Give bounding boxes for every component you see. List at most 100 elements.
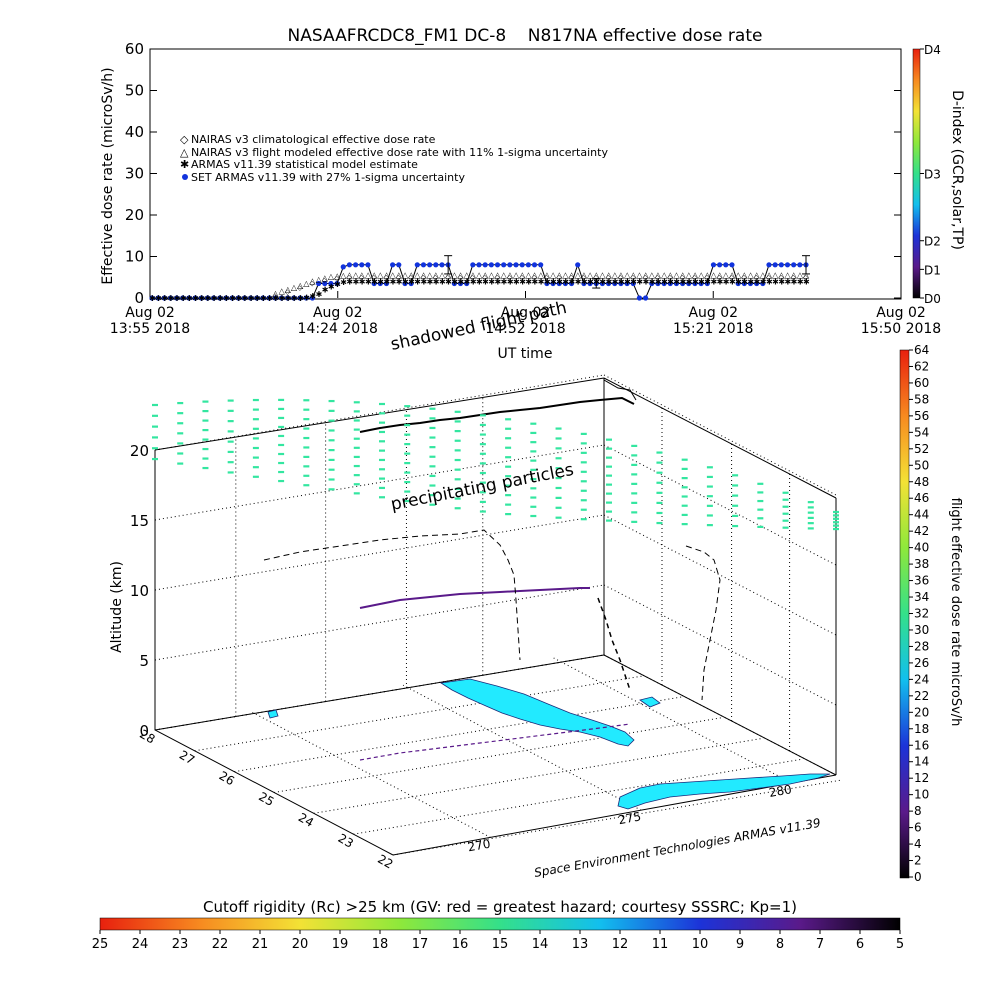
data-point-nairas-climatological: ◇ xyxy=(544,273,550,281)
data-point-nairas-flight: △ xyxy=(778,270,785,279)
x-tick-label-time: 13:55 2018 xyxy=(110,321,190,337)
altitude-tick-label: 10 xyxy=(130,582,149,600)
data-point-set-armas xyxy=(198,295,204,301)
data-point-armas-model: ✱ xyxy=(420,277,427,286)
data-point-armas-model: ✱ xyxy=(390,277,397,286)
data-point-set-armas xyxy=(457,280,464,287)
cutoff-tick-label: 20 xyxy=(292,937,309,952)
data-point-set-armas xyxy=(735,280,741,287)
data-point-nairas-flight: △ xyxy=(575,270,582,279)
data-point-nairas-flight: △ xyxy=(439,270,446,279)
data-point-armas-model: ✱ xyxy=(717,277,724,286)
data-point-armas-model: ✱ xyxy=(334,280,341,289)
data-point-nairas-climatological: ◇ xyxy=(495,273,501,281)
data-point-armas-model: ✱ xyxy=(612,277,619,286)
data-point-set-armas xyxy=(636,295,643,301)
data-point-set-armas xyxy=(377,280,383,287)
legend: ◇ NAIRAS v3 climatological effective dos… xyxy=(180,133,608,184)
longitude-tick-label: 270 xyxy=(467,837,492,855)
data-point-set-armas xyxy=(778,262,784,268)
data-point-nairas-flight: △ xyxy=(316,275,323,284)
data-point-set-armas xyxy=(747,280,754,287)
data-point-nairas-climatological: ◇ xyxy=(667,273,673,281)
right-descent-track xyxy=(685,545,721,701)
y-tick-label: 10 xyxy=(125,248,144,266)
grid-floor-lat xyxy=(313,737,763,814)
data-point-armas-model: ✱ xyxy=(433,277,440,286)
data-point-nairas-flight: △ xyxy=(377,270,384,279)
data-point-set-armas xyxy=(673,280,680,287)
data-point-set-armas xyxy=(519,262,525,268)
data-point-armas-model: ✱ xyxy=(692,277,699,286)
data-point-nairas-climatological: ◇ xyxy=(420,273,426,281)
grid-line-right xyxy=(603,444,837,566)
data-point-armas-model: ✱ xyxy=(254,294,261,303)
data-point-nairas-flight: △ xyxy=(569,270,576,279)
data-point-set-armas xyxy=(297,295,303,301)
data-point-armas-model: ✱ xyxy=(340,278,347,287)
data-point-armas-model: ✱ xyxy=(519,277,526,286)
dose-scale-tick-label: 64 xyxy=(914,343,929,357)
data-point-nairas-flight: △ xyxy=(606,270,613,279)
data-point-nairas-flight: △ xyxy=(346,270,353,279)
data-point-armas-model: ✱ xyxy=(260,294,267,303)
data-point-nairas-flight: △ xyxy=(488,270,495,279)
dose-scale-tick-label: 38 xyxy=(914,557,929,571)
data-point-armas-model: ✱ xyxy=(599,277,606,286)
data-point-nairas-flight: △ xyxy=(784,270,791,279)
data-point-armas-model: ✱ xyxy=(470,277,477,286)
data-point-set-armas xyxy=(180,295,186,301)
cutoff-tick-label: 19 xyxy=(332,937,349,952)
data-point-armas-model: ✱ xyxy=(482,277,489,286)
dose-scale-tick-label: 2 xyxy=(914,854,922,868)
data-point-nairas-flight: △ xyxy=(519,270,526,279)
cutoff-rigidity-bar xyxy=(99,917,901,931)
data-point-nairas-flight: △ xyxy=(741,270,748,279)
data-point-armas-model: ✱ xyxy=(680,277,687,286)
data-point-armas-model: ✱ xyxy=(784,277,791,286)
data-point-nairas-climatological: ◇ xyxy=(470,273,476,281)
x-axis-label: UT time xyxy=(498,346,553,362)
data-point-nairas-flight: △ xyxy=(303,279,310,288)
data-point-nairas-flight: △ xyxy=(747,270,754,279)
data-point-armas-model: ✱ xyxy=(359,277,366,286)
data-point-armas-model: ✱ xyxy=(161,294,168,303)
data-point-set-armas xyxy=(482,262,488,268)
data-point-nairas-climatological: ◇ xyxy=(482,273,488,281)
legend-item-nairas-flight: △ NAIRAS v3 flight modeled effective dos… xyxy=(180,146,608,159)
box-front-edge xyxy=(392,774,837,856)
data-point-set-armas xyxy=(427,262,433,268)
data-point-nairas-flight: △ xyxy=(673,270,680,279)
data-point-nairas-flight: △ xyxy=(451,270,458,279)
precipitating-particles-layer xyxy=(152,398,839,531)
flight-path-back-return xyxy=(603,379,637,401)
data-point-nairas-flight: △ xyxy=(476,270,483,279)
data-point-nairas-climatological: ◇ xyxy=(729,273,735,281)
cutoff-tick-label: 13 xyxy=(572,937,589,952)
legend-item-set-armas: SET ARMAS v11.39 with 27% 1-sigma uncert… xyxy=(182,171,465,184)
legend-label-set-armas: SET ARMAS v11.39 with 27% 1-sigma uncert… xyxy=(191,171,465,184)
dose-scale-label: flight effective dose rate microSv/h xyxy=(948,498,963,727)
data-point-set-armas xyxy=(575,262,581,268)
data-point-nairas-flight: △ xyxy=(495,270,502,279)
dose-scale-tick-label: 24 xyxy=(914,672,929,686)
grid-floor-lat xyxy=(273,717,724,793)
data-point-armas-model: ✱ xyxy=(803,277,810,286)
data-point-nairas-flight: △ xyxy=(544,270,551,279)
florida-shape xyxy=(439,678,635,747)
data-point-armas-model: ✱ xyxy=(427,277,434,286)
data-point-armas-model: ✱ xyxy=(242,294,249,303)
x-tick-label-date: Aug 02 xyxy=(125,305,175,321)
data-point-nairas-climatological: ◇ xyxy=(630,273,636,281)
data-point-nairas-climatological: ◇ xyxy=(655,273,661,281)
data-point-nairas-flight: △ xyxy=(624,270,631,279)
data-point-armas-model: ✱ xyxy=(698,277,705,286)
data-point-nairas-flight: △ xyxy=(760,270,767,279)
data-point-armas-model: ✱ xyxy=(353,277,360,286)
data-point-set-armas xyxy=(698,280,704,287)
data-point-nairas-flight: △ xyxy=(365,270,372,279)
data-point-set-armas xyxy=(303,295,309,301)
data-point-nairas-flight: △ xyxy=(457,270,464,279)
